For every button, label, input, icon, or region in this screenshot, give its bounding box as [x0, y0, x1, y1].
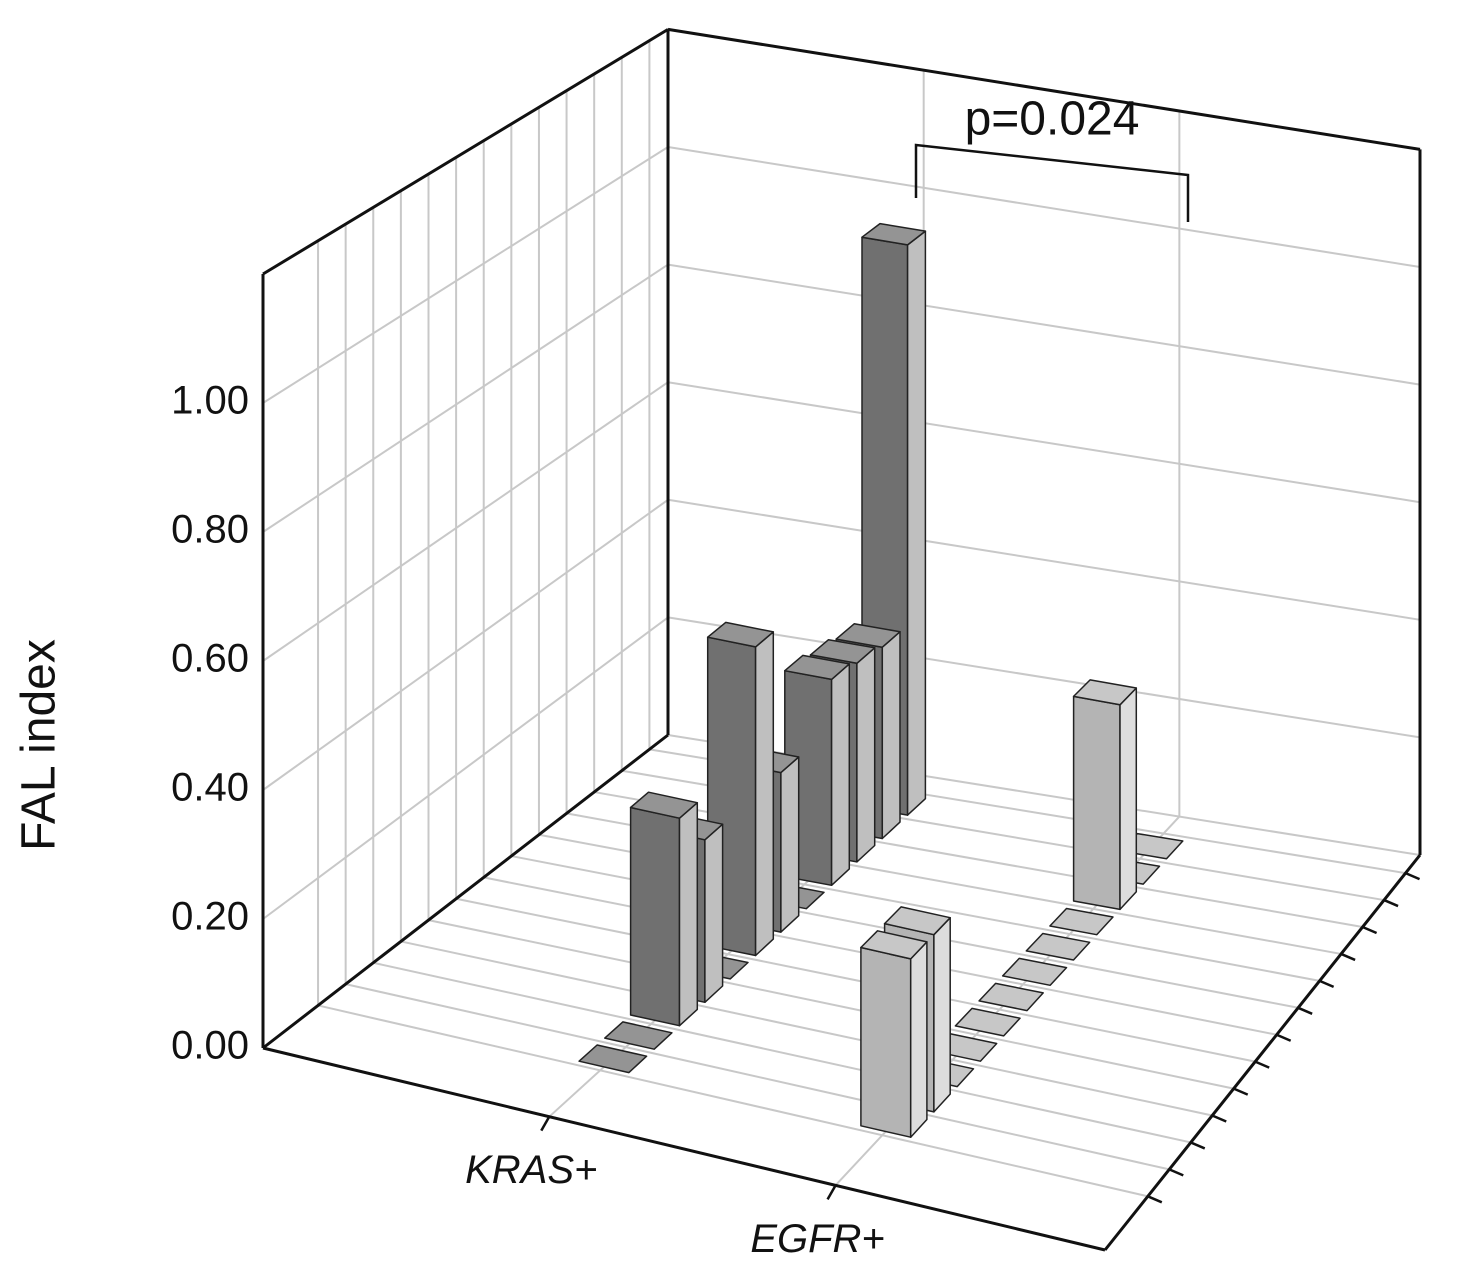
grid-line [262, 498, 669, 791]
bar-top [629, 791, 699, 819]
axis-line [667, 27, 1421, 151]
bar-side [933, 916, 951, 1113]
bar [978, 982, 1044, 1012]
y-tick-label: 0.60 [171, 637, 249, 681]
grid-line [262, 263, 669, 533]
bar-top [578, 1044, 648, 1074]
y-axis-label: FAL index [13, 639, 66, 851]
bar [604, 1021, 673, 1050]
depth-tick [1340, 952, 1356, 962]
grid-line [667, 616, 1421, 739]
bar-side [909, 941, 928, 1138]
grid-line [262, 146, 669, 404]
depth-tick [1168, 1168, 1184, 1177]
floor-grid-line [317, 1004, 1149, 1198]
bar-front [1072, 695, 1121, 911]
depth-tick [1362, 925, 1378, 935]
bar-front [860, 946, 912, 1138]
bar-top [861, 222, 927, 246]
grid-line [262, 616, 669, 920]
depth-tick [1405, 871, 1421, 881]
bar [1049, 907, 1114, 936]
bar-side [780, 756, 800, 933]
depth-tick [1233, 1087, 1249, 1096]
depth-tick [1319, 979, 1335, 989]
bar [1001, 957, 1068, 987]
bar-top [784, 654, 851, 681]
floor-grid-line [345, 983, 1170, 1171]
bar [954, 1007, 1021, 1037]
depth-tick [1211, 1114, 1227, 1123]
bar-top [1049, 907, 1114, 936]
bar [629, 791, 699, 1027]
grid-line [667, 381, 1421, 504]
frame [261, 27, 1422, 1252]
bar [1025, 932, 1091, 961]
grid-line [667, 498, 1421, 621]
x-tick-label: KRAS+ [465, 1148, 597, 1192]
axis-line [262, 1046, 1106, 1252]
bar-top [1025, 932, 1091, 961]
y-tick-label: 0.00 [171, 1024, 249, 1068]
bar-side [704, 823, 724, 1004]
bars [578, 222, 1184, 1138]
bar-top [883, 906, 951, 936]
y-tick-label: 0.20 [171, 895, 249, 939]
floor-grid-line [428, 919, 1234, 1090]
bar-side [830, 663, 851, 887]
depth-tick [1383, 898, 1399, 908]
bar-top [954, 1007, 1021, 1037]
bar-side [881, 630, 901, 840]
y-tick-label: 0.40 [171, 766, 249, 810]
bar-side [1119, 687, 1138, 911]
bar [578, 1044, 648, 1074]
floor-grid-line [400, 940, 1213, 1117]
axis-line [262, 733, 669, 1050]
depth-tick [1254, 1060, 1270, 1069]
x-tick [826, 1184, 837, 1200]
bar-side [906, 230, 927, 816]
depth-tick [1190, 1141, 1206, 1150]
bar-top [1072, 679, 1138, 706]
bar-side [678, 801, 699, 1027]
grid-line [667, 263, 1421, 386]
x-tick [540, 1116, 551, 1132]
significance-bracket [914, 143, 1190, 222]
bar-top [835, 623, 901, 648]
bar-top [604, 1021, 673, 1050]
grid [262, 40, 1421, 1198]
bar [860, 930, 928, 1138]
floor-grid-line [455, 897, 1256, 1063]
floor-grid-line [373, 961, 1191, 1144]
bar-side [754, 631, 775, 957]
bar-top [1001, 957, 1068, 987]
annotation: p=0.024 [965, 93, 1140, 146]
depth-tick [1276, 1033, 1292, 1042]
depth-tick [1147, 1195, 1163, 1204]
bar-front [629, 806, 681, 1027]
labels: 0.00 0.20 0.40 0.60 0.80 1.00 KRAS+ EGFR+ [171, 379, 885, 1261]
x-tick-label: EGFR+ [750, 1217, 884, 1261]
axis-line [262, 28, 669, 276]
depth-tick [1297, 1006, 1313, 1015]
bar-side [856, 647, 876, 863]
bar-top [706, 621, 775, 648]
bar-top [809, 638, 876, 665]
grid-line [262, 381, 669, 662]
bar-top [860, 930, 928, 960]
y-tick-label: 0.80 [171, 508, 249, 552]
axis-line [1103, 854, 1422, 1251]
grid-line [667, 146, 1421, 268]
bar-top [978, 982, 1044, 1012]
bar [1072, 679, 1138, 911]
y-tick-label: 1.00 [171, 379, 249, 423]
